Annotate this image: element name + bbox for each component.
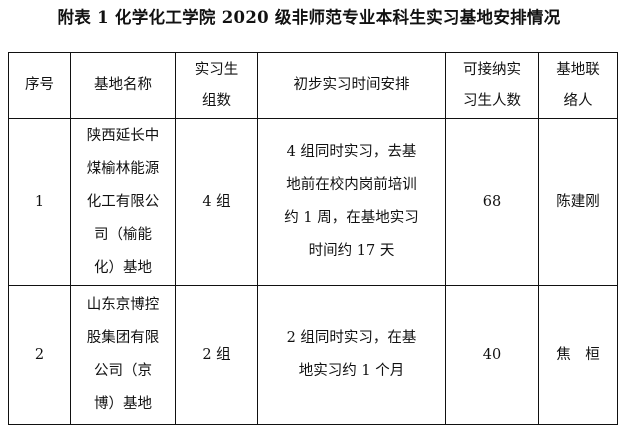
cell-schedule: 4 组同时实习，去基 地前在校内岗前培训约 1 周，在基地实习 时间约 17 天 bbox=[257, 118, 446, 286]
header-groups: 实习生 组数 bbox=[175, 52, 258, 119]
cell-capacity: 68 bbox=[445, 118, 539, 286]
table-row: 1 陕西延长中 煤榆林能源 化工有限公 司（榆能 化）基地 4 组 4 组同时实习，去基… bbox=[8, 118, 618, 286]
cell-schedule: 2 组同时实习，在基 地实习约 1 个月 bbox=[257, 285, 446, 425]
header-row: 序号 基地名称 实习生 组数 初步实习时间安排 可接纳实 习生人数 基地联 络人 bbox=[8, 52, 618, 119]
cell-name: 山东京博控 股集团有限 公司（京 博）基地 bbox=[70, 285, 176, 425]
header-no: 序号 bbox=[8, 52, 71, 119]
cell-no: 2 bbox=[8, 285, 71, 425]
cell-groups: 4 组 bbox=[175, 118, 258, 286]
header-schedule: 初步实习时间安排 bbox=[257, 52, 446, 119]
cell-name: 陕西延长中 煤榆林能源 化工有限公 司（榆能 化）基地 bbox=[70, 118, 176, 286]
internship-table: 序号 基地名称 实习生 组数 初步实习时间安排 可接纳实 习生人数 基地联 络人 1 … bbox=[8, 52, 618, 425]
table-row: 2 山东京博控 股集团有限 公司（京 博）基地 2 组 2 组同时实习，在基 地实习约 … bbox=[8, 285, 618, 425]
cell-no: 1 bbox=[8, 118, 71, 286]
header-name: 基地名称 bbox=[70, 52, 176, 119]
table-title: 附表 1 化学化工学院 2020 级非师范专业本科生实习基地安排情况 bbox=[57, 8, 561, 27]
header-contact: 基地联 络人 bbox=[538, 52, 618, 119]
cell-groups: 2 组 bbox=[175, 285, 258, 425]
cell-contact: 陈建刚 bbox=[538, 118, 618, 286]
header-capacity: 可接纳实 习生人数 bbox=[445, 52, 539, 119]
cell-contact: 焦 桓 bbox=[538, 285, 618, 425]
cell-capacity: 40 bbox=[445, 285, 539, 425]
